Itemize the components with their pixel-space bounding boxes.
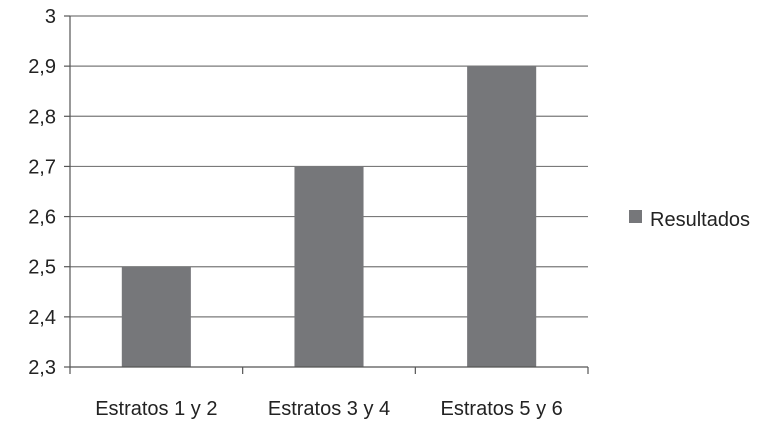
- y-tick-label: 2,4: [28, 307, 56, 329]
- x-tick-labels: Estratos 1 y 2 Estratos 3 y 4 Estratos 5 y…: [95, 398, 563, 420]
- axes: [64, 15, 589, 374]
- legend: Resultados: [629, 209, 750, 231]
- y-tick-label: 2,6: [28, 207, 56, 229]
- y-tick-labels: 2,3 2,4 2,5 2,6 2,7 2,8 2,9 3: [28, 6, 56, 379]
- y-tick-label: 2,9: [28, 56, 56, 78]
- y-tick-label: 2,7: [28, 156, 56, 178]
- bar: [294, 166, 364, 367]
- x-tick-label: Estratos 5 y 6: [441, 398, 563, 420]
- y-tick-label: 2,8: [28, 106, 56, 128]
- legend-swatch: [629, 210, 642, 223]
- bar: [121, 266, 191, 367]
- bars: [121, 66, 537, 368]
- legend-label: Resultados: [650, 209, 750, 231]
- x-tick-label: Estratos 3 y 4: [268, 398, 390, 420]
- bar: [467, 66, 537, 368]
- y-tick-label: 3: [45, 6, 56, 28]
- y-tick-label: 2,5: [28, 257, 56, 279]
- x-tick-label: Estratos 1 y 2: [95, 398, 217, 420]
- y-tick-label: 2,3: [28, 357, 56, 379]
